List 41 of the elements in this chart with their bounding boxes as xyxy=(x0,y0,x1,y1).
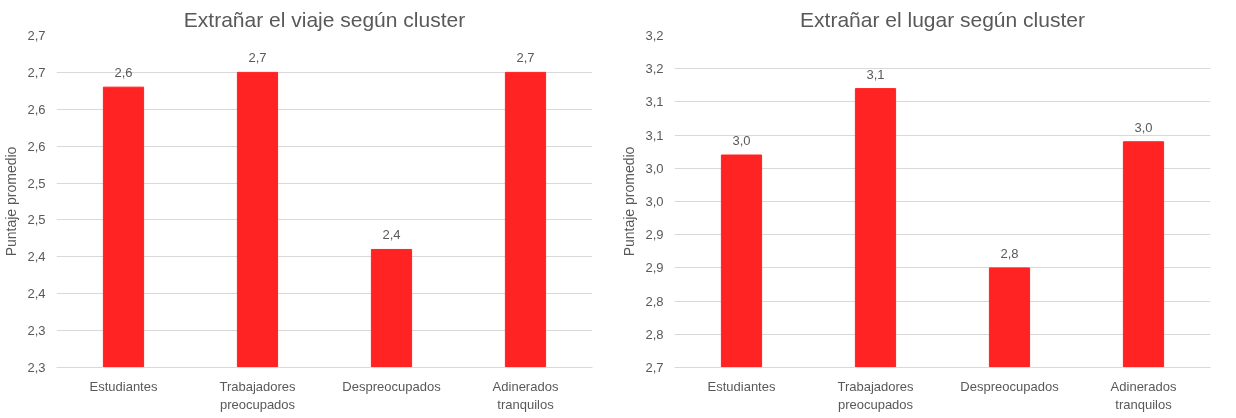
y-tick-label: 2,6 xyxy=(27,138,46,154)
y-tick-label: 3,1 xyxy=(645,94,664,110)
y-tick-label: 2,6 xyxy=(27,101,46,117)
y-tick-label: 2,3 xyxy=(27,360,46,375)
x-tick-label: Estudiantes xyxy=(89,378,158,394)
y-tick-label: 2,8 xyxy=(645,293,664,309)
y-tick-label: 2,5 xyxy=(27,175,46,191)
x-tick-label: Despreocupados xyxy=(342,378,442,394)
y-tick-label: 2,7 xyxy=(27,64,46,80)
y-tick-label: 2,7 xyxy=(645,360,664,375)
chart-title: Extrañar el viaje según cluster xyxy=(183,7,466,31)
x-tick-label: Adinerados tranquilos xyxy=(1110,378,1177,412)
data-label: 3,0 xyxy=(1134,119,1153,135)
y-tick-label: 2,9 xyxy=(645,227,664,243)
y-tick-label: 3,1 xyxy=(645,127,664,143)
data-label: 2,7 xyxy=(516,50,535,66)
data-label: 2,6 xyxy=(114,65,133,81)
y-axis-title: Puntaje promedio xyxy=(621,146,638,257)
y-tick-label: 3,2 xyxy=(645,61,664,77)
y-tick-label: 2,9 xyxy=(645,260,664,276)
x-tick-label: Trabajadores preocupados xyxy=(837,378,915,412)
y-tick-label: 2,4 xyxy=(27,286,46,302)
y-tick-label: 3,0 xyxy=(645,194,664,209)
y-tick-label: 3,2 xyxy=(645,28,664,43)
y-tick-label: 2,5 xyxy=(27,212,46,228)
data-label: 2,8 xyxy=(1000,245,1019,261)
y-tick-label: 2,3 xyxy=(27,323,46,339)
data-label: 3,1 xyxy=(866,66,885,82)
data-label: 3,0 xyxy=(732,133,751,149)
x-tick-label: Adinerados tranquilos xyxy=(492,378,559,412)
x-tick-label: Estudiantes xyxy=(707,378,776,394)
data-label: 2,4 xyxy=(382,227,401,243)
data-label: 2,7 xyxy=(248,50,267,66)
chart-title: Extrañar el lugar según cluster xyxy=(800,7,1085,31)
y-tick-label: 3,0 xyxy=(645,160,664,176)
x-tick-label: Trabajadores preocupados xyxy=(219,378,297,412)
x-tick-label: Despreocupados xyxy=(960,378,1060,394)
y-tick-label: 2,8 xyxy=(645,326,664,342)
y-tick-label: 2,7 xyxy=(27,28,46,43)
y-tick-label: 2,4 xyxy=(27,249,46,265)
y-axis-title: Puntaje promedio xyxy=(3,146,20,257)
